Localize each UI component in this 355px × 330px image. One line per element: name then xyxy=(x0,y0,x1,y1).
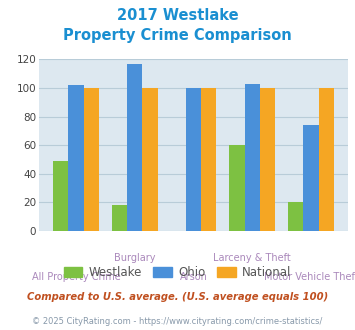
Text: Burglary: Burglary xyxy=(114,253,155,263)
Legend: Westlake, Ohio, National: Westlake, Ohio, National xyxy=(59,262,296,284)
Text: 2017 Westlake: 2017 Westlake xyxy=(117,8,238,23)
Bar xyxy=(303,125,318,231)
Bar xyxy=(112,205,127,231)
Bar xyxy=(186,88,201,231)
Text: © 2025 CityRating.com - https://www.cityrating.com/crime-statistics/: © 2025 CityRating.com - https://www.city… xyxy=(32,317,323,326)
Bar xyxy=(69,85,84,231)
Bar xyxy=(288,202,303,231)
Text: Compared to U.S. average. (U.S. average equals 100): Compared to U.S. average. (U.S. average … xyxy=(27,292,328,302)
Bar xyxy=(260,88,275,231)
Text: Larceny & Theft: Larceny & Theft xyxy=(213,253,291,263)
Bar xyxy=(53,161,69,231)
Bar xyxy=(127,64,142,231)
Bar xyxy=(318,88,334,231)
Text: All Property Crime: All Property Crime xyxy=(32,272,120,282)
Bar xyxy=(84,88,99,231)
Bar xyxy=(245,84,260,231)
Text: Arson: Arson xyxy=(180,272,207,282)
Text: Motor Vehicle Theft: Motor Vehicle Theft xyxy=(264,272,355,282)
Bar xyxy=(142,88,158,231)
Bar xyxy=(201,88,217,231)
Text: Property Crime Comparison: Property Crime Comparison xyxy=(63,28,292,43)
Bar xyxy=(229,145,245,231)
